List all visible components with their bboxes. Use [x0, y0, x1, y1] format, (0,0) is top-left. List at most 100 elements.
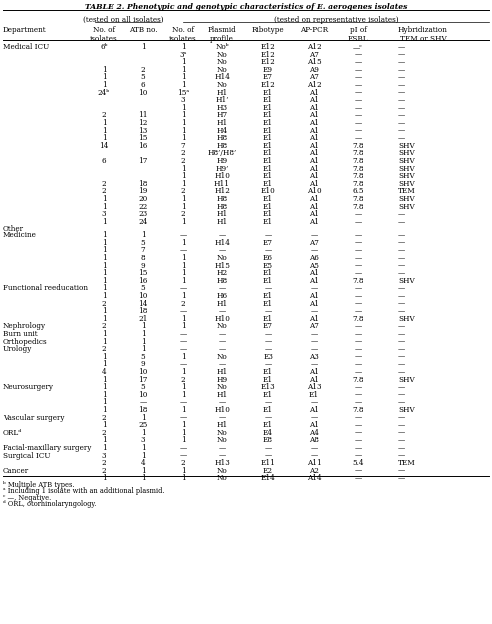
Text: E1: E1 — [263, 142, 273, 150]
Text: 1: 1 — [181, 43, 185, 51]
Text: 1: 1 — [102, 261, 106, 270]
Text: Surgical ICU: Surgical ICU — [3, 452, 51, 459]
Text: Orthopedics: Orthopedics — [3, 338, 48, 346]
Text: E8: E8 — [263, 436, 273, 444]
Text: A1: A1 — [309, 195, 319, 203]
Text: —: — — [398, 421, 405, 429]
Text: 7.8: 7.8 — [352, 157, 364, 165]
Text: A1: A1 — [309, 112, 319, 119]
Text: 5: 5 — [141, 353, 145, 361]
Text: —: — — [398, 353, 405, 361]
Text: 7.8: 7.8 — [352, 203, 364, 211]
Text: E7: E7 — [263, 323, 273, 330]
Text: 1: 1 — [102, 231, 106, 239]
Text: —: — — [354, 338, 362, 346]
Text: —: — — [310, 360, 318, 368]
Text: 1: 1 — [102, 338, 106, 346]
Text: H15: H15 — [214, 261, 230, 270]
Text: 1: 1 — [181, 165, 185, 173]
Text: —: — — [264, 246, 272, 255]
Text: —: — — [398, 43, 405, 51]
Text: H14: H14 — [214, 74, 230, 81]
Text: SHV: SHV — [398, 195, 415, 203]
Text: H4: H4 — [216, 127, 228, 135]
Text: E9: E9 — [263, 66, 273, 74]
Text: —: — — [398, 239, 405, 246]
Text: —: — — [398, 254, 405, 262]
Text: ᵇ Multiple ATB types.: ᵇ Multiple ATB types. — [3, 481, 74, 489]
Text: A1: A1 — [309, 376, 319, 384]
Text: 5: 5 — [141, 239, 145, 246]
Text: SHV: SHV — [398, 165, 415, 173]
Text: —: — — [218, 452, 226, 459]
Text: —: — — [354, 307, 362, 315]
Text: —: — — [398, 383, 405, 391]
Text: 1: 1 — [102, 276, 106, 285]
Text: H8: H8 — [216, 134, 228, 142]
Text: SHV: SHV — [398, 203, 415, 211]
Text: 1: 1 — [181, 66, 185, 74]
Text: —: — — [354, 51, 362, 59]
Text: E1: E1 — [263, 292, 273, 300]
Text: 2: 2 — [181, 300, 185, 308]
Text: 2: 2 — [102, 180, 106, 188]
Text: H14: H14 — [214, 239, 230, 246]
Text: —: — — [354, 134, 362, 142]
Text: —: — — [398, 345, 405, 353]
Text: 14: 14 — [99, 142, 109, 150]
Text: —: — — [354, 261, 362, 270]
Text: 1: 1 — [102, 376, 106, 384]
Text: —: — — [354, 323, 362, 330]
Text: 1: 1 — [141, 467, 145, 475]
Text: A4: A4 — [309, 429, 319, 437]
Text: —: — — [180, 338, 186, 346]
Text: 1: 1 — [181, 195, 185, 203]
Text: 15: 15 — [138, 134, 148, 142]
Text: SHV: SHV — [398, 376, 415, 384]
Text: —: — — [354, 391, 362, 399]
Text: No: No — [216, 81, 227, 89]
Text: —: — — [310, 231, 318, 239]
Text: 7: 7 — [141, 246, 145, 255]
Text: E7: E7 — [263, 74, 273, 81]
Text: A7: A7 — [309, 74, 319, 81]
Text: 1: 1 — [181, 314, 185, 323]
Text: E1: E1 — [263, 203, 273, 211]
Text: H1: H1 — [216, 391, 228, 399]
Text: 3: 3 — [102, 210, 106, 218]
Text: —: — — [398, 330, 405, 338]
Text: —: — — [354, 66, 362, 74]
Text: Burn unit: Burn unit — [3, 330, 37, 338]
Text: Vascular surgery: Vascular surgery — [3, 414, 64, 421]
Text: H1: H1 — [216, 218, 228, 226]
Text: —: — — [180, 246, 186, 255]
Text: E1: E1 — [263, 172, 273, 180]
Text: —: — — [398, 285, 405, 292]
Text: H11: H11 — [214, 180, 230, 188]
Text: 1: 1 — [181, 406, 185, 414]
Text: 10: 10 — [138, 292, 148, 300]
Text: 1: 1 — [181, 203, 185, 211]
Text: A7: A7 — [309, 51, 319, 59]
Text: 1: 1 — [181, 58, 185, 66]
Text: —: — — [398, 210, 405, 218]
Text: —: — — [354, 429, 362, 437]
Text: 6ᵇ: 6ᵇ — [100, 43, 108, 51]
Text: 1: 1 — [102, 436, 106, 444]
Text: A1: A1 — [309, 89, 319, 97]
Text: 7.8: 7.8 — [352, 276, 364, 285]
Text: H1: H1 — [216, 300, 228, 308]
Text: 22: 22 — [138, 203, 148, 211]
Text: 7.8: 7.8 — [352, 172, 364, 180]
Text: 1: 1 — [102, 421, 106, 429]
Text: —: — — [354, 218, 362, 226]
Text: —: — — [218, 444, 226, 452]
Text: —: — — [398, 323, 405, 330]
Text: 2: 2 — [102, 323, 106, 330]
Text: —: — — [310, 414, 318, 421]
Text: 5.4: 5.4 — [352, 459, 364, 467]
Text: —: — — [264, 345, 272, 353]
Text: 1: 1 — [181, 467, 185, 475]
Text: —: — — [180, 345, 186, 353]
Text: E12: E12 — [261, 43, 276, 51]
